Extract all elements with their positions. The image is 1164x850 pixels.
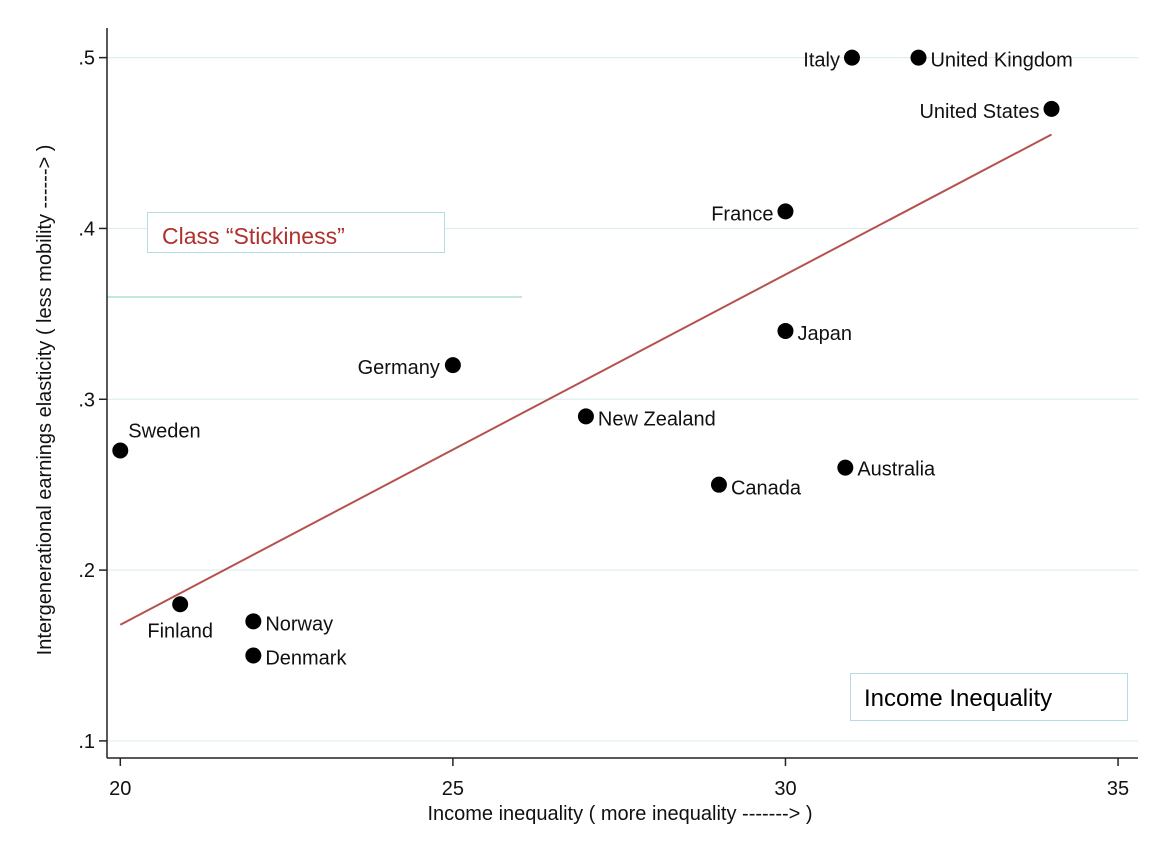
y-tick-label: .2	[78, 560, 95, 582]
x-tick-label: 35	[1107, 778, 1129, 800]
y-tick-label: .3	[78, 389, 95, 411]
data-point	[577, 408, 594, 425]
income-inequality-annotation: Income Inequality	[850, 673, 1128, 721]
grid-lines	[107, 57, 1138, 742]
axes: .1 .2 .3 .4 .5 20 25 30 35	[78, 28, 1138, 800]
point-label: Germany	[358, 357, 440, 379]
data-point	[112, 442, 129, 459]
point-label: United Kingdom	[930, 50, 1072, 72]
y-axis-title: Intergenerational earnings elasticity ( …	[34, 145, 56, 656]
x-tick-label: 25	[442, 778, 464, 800]
data-point	[245, 647, 262, 664]
data-point	[245, 613, 262, 630]
point-label: New Zealand	[598, 408, 716, 430]
point-label: Sweden	[128, 421, 200, 443]
point-label: Japan	[797, 323, 852, 345]
point-label: Canada	[731, 478, 802, 500]
x-axis-title: Income inequality ( more inequality ----…	[427, 803, 812, 825]
income-inequality-text: Income Inequality	[864, 685, 1053, 712]
y-tick-label: .5	[78, 48, 95, 70]
x-tick-label: 20	[109, 778, 131, 800]
fit-line-group	[119, 133, 1052, 626]
point-label: Italy	[803, 50, 840, 72]
data-point	[777, 203, 794, 220]
class-stickiness-annotation: Class “Stickiness”	[147, 212, 445, 253]
data-point	[843, 49, 860, 66]
point-label: Norway	[265, 613, 333, 635]
data-point	[1043, 100, 1060, 117]
point-label: Australia	[857, 459, 936, 481]
data-point	[837, 459, 854, 476]
class-stickiness-text: Class “Stickiness”	[162, 223, 345, 249]
point-label: Finland	[147, 620, 213, 642]
point-label: France	[711, 203, 773, 225]
data-point	[710, 476, 727, 493]
data-point	[444, 357, 461, 374]
data-point	[172, 596, 189, 613]
fit-line	[119, 133, 1052, 626]
point-label: United States	[919, 101, 1039, 123]
x-tick-label: 30	[774, 778, 796, 800]
y-tick-label: .1	[78, 731, 95, 753]
point-labels: Italy United Kingdom United States France Ja…	[128, 50, 1073, 670]
data-point	[777, 322, 794, 339]
y-tick-label: .4	[78, 218, 95, 240]
data-points	[112, 49, 1060, 664]
point-label: Denmark	[265, 648, 347, 670]
data-point	[910, 49, 927, 66]
